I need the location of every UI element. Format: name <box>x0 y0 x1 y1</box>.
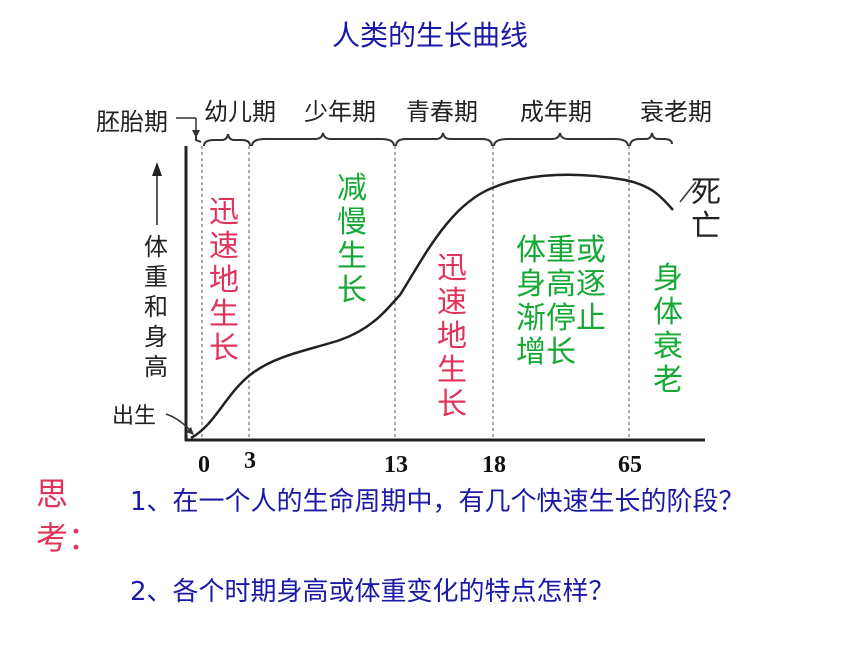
stage-embryo-label: 胚胎期 <box>96 108 168 136</box>
think-prompt: 思考： <box>36 475 101 557</box>
question-2: 2、各个时期身高或体重变化的特点怎样？ <box>130 577 615 607</box>
stage-adolescent-label: 青春期 <box>406 98 478 126</box>
tick-label-13: 13 <box>384 452 408 478</box>
stage-juvenile-label: 少年期 <box>304 98 376 126</box>
page-title: 人类的生长曲线 <box>331 19 528 52</box>
birth-label: 出生 <box>112 404 157 429</box>
brace-adult <box>493 132 629 147</box>
body-declines-annotation: 身体衰老 <box>653 261 683 398</box>
slow-growth-annotation: 减慢生长 <box>337 171 367 308</box>
y-arrow-head <box>152 162 162 176</box>
question-1: 1、在一个人的生命周期中，有几个快速生长的阶段？ <box>130 487 745 517</box>
tick-label-65: 65 <box>618 452 642 478</box>
brace-infant <box>203 133 251 147</box>
tick-label-18: 18 <box>482 452 506 478</box>
brace-senile <box>629 132 673 147</box>
tick-label-0: 0 <box>198 452 210 478</box>
stage-infant-label: 幼儿期 <box>204 98 276 126</box>
growth-curve <box>190 173 674 440</box>
rapid-growth-annotation-1: 迅速地生长 <box>209 195 239 366</box>
stage-senile-label: 衰老期 <box>640 98 712 126</box>
death-label: 死亡 <box>691 175 721 244</box>
y-axis-label: 体重和身高 <box>144 233 168 381</box>
death-pointer <box>679 181 697 203</box>
stage-adult-label: 成年期 <box>520 98 592 126</box>
brace-adolescent <box>395 132 493 147</box>
tick-label-3: 3 <box>244 448 256 474</box>
birth-pointer <box>165 413 191 431</box>
brace-juvenile <box>251 132 395 147</box>
growth-stops-annotation: 体重或身高逐渐停止增长 <box>516 233 606 370</box>
rapid-growth-annotation-2: 迅速地生长 <box>437 251 467 422</box>
